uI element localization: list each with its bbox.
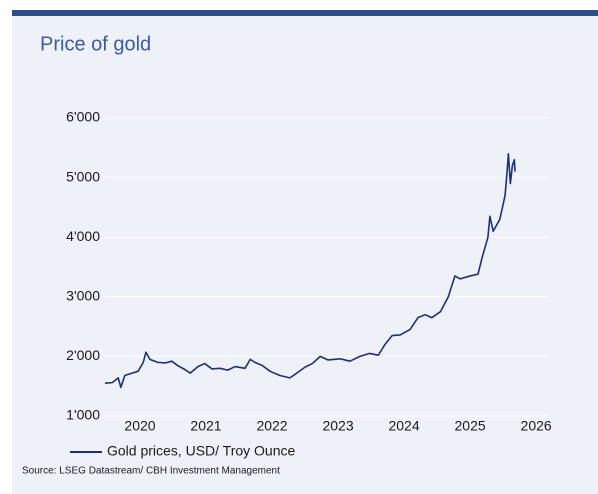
panel — [12, 10, 598, 494]
chart-title: Price of gold — [40, 33, 151, 55]
source: Source: LSEG Datastream/ CBH Investment … — [22, 466, 280, 477]
y-tick-label: 4'000 — [66, 228, 100, 244]
x-tick-label: 2021 — [190, 418, 221, 434]
y-tick-label: 6'000 — [66, 109, 100, 125]
x-tick-label: 2020 — [124, 418, 155, 434]
y-tick-label: 5'000 — [66, 168, 100, 184]
top-bar — [12, 10, 598, 16]
x-tick-label: 2026 — [521, 418, 552, 434]
x-tick-label: 2023 — [322, 418, 353, 434]
y-tick-label: 2'000 — [66, 347, 100, 363]
price-line — [104, 152, 516, 389]
y-tick-label: 1'000 — [66, 407, 100, 423]
x-tick-label: 2024 — [388, 418, 419, 434]
x-tick-label: 2025 — [455, 418, 486, 434]
y-tick-label: 3'000 — [66, 288, 100, 304]
legend-label: Gold prices, USD/ Troy Ounce — [107, 443, 296, 459]
x-tick-label: 2022 — [256, 418, 287, 434]
